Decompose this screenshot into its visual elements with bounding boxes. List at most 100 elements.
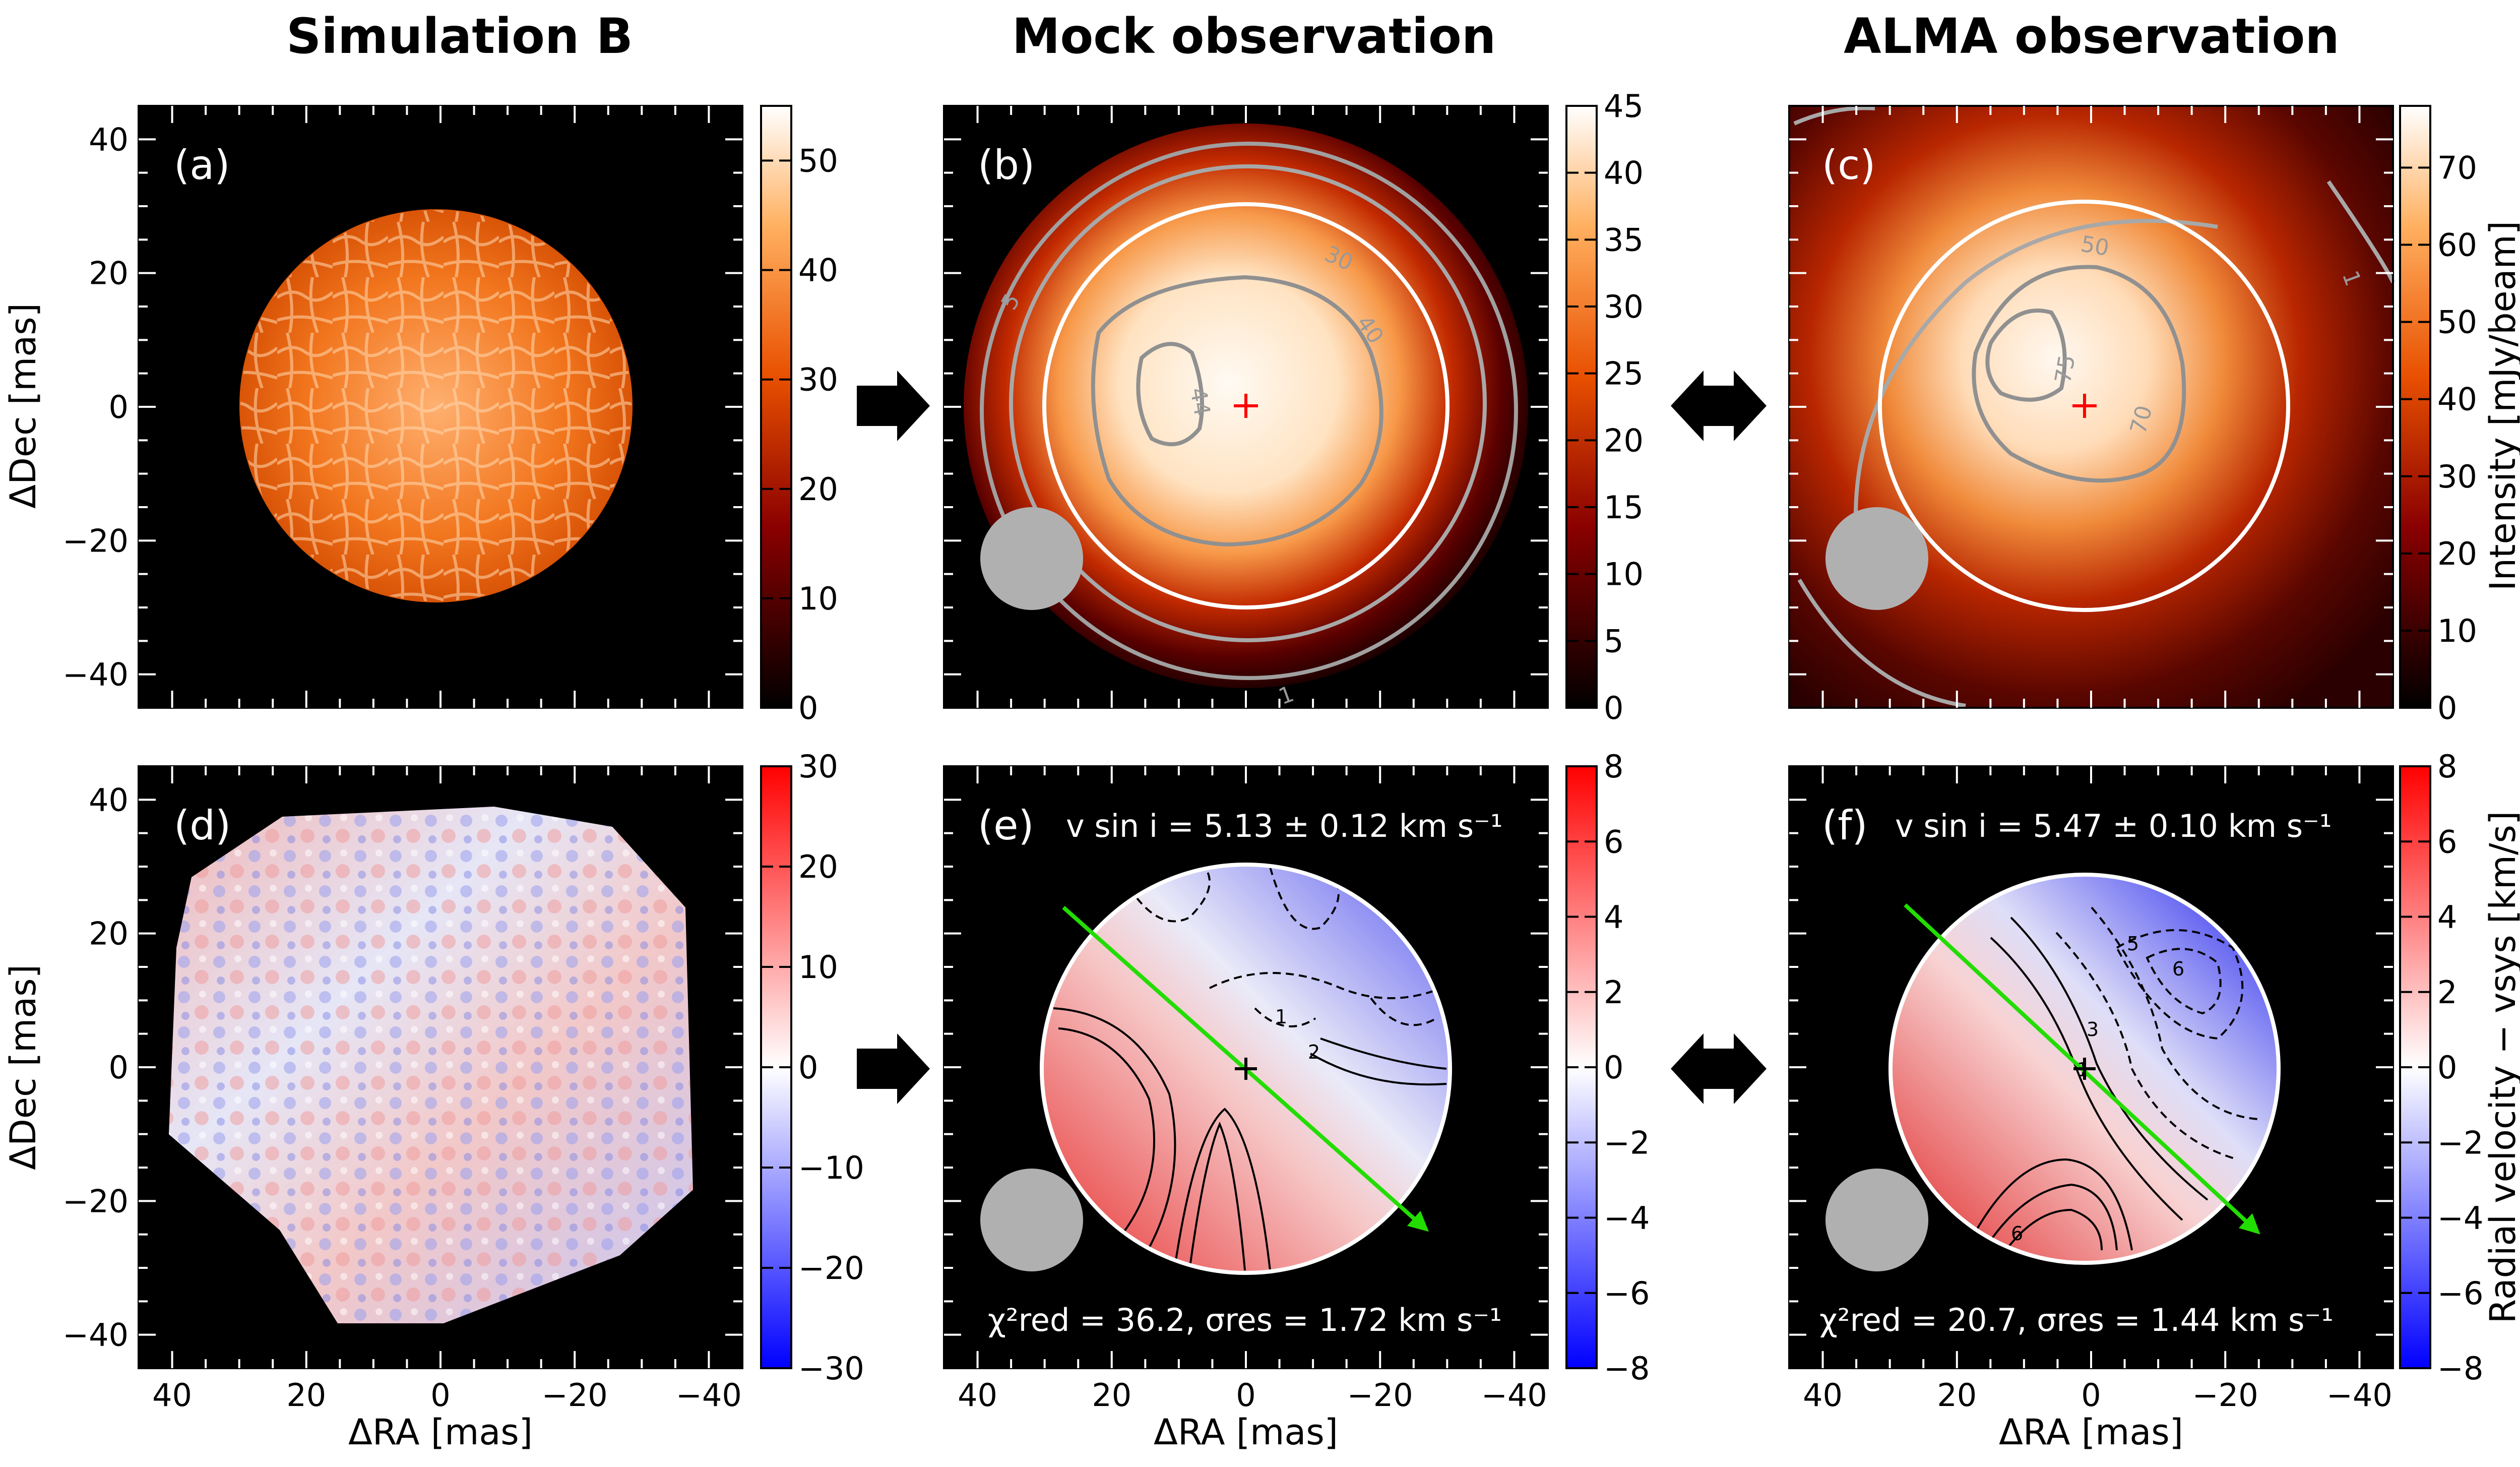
y-tick-label: 20 (89, 915, 129, 952)
x-tick-label: 40 (1803, 1377, 1843, 1414)
colorbar-tick-label: −4 (2437, 1200, 2483, 1237)
contour-1-outer (1793, 106, 2395, 708)
ylabel-bottom: ΔDec [mas] (3, 964, 44, 1170)
contour-label-e-1: 1 (1275, 1006, 1287, 1028)
colorbar-tick-label: 70 (2437, 149, 2477, 186)
y-tick-label: −20 (62, 1183, 129, 1219)
colorbar-tick-label: 50 (2437, 304, 2477, 341)
colorbar-tick-label: 35 (1604, 221, 1644, 258)
double-arrow-icon (1671, 371, 1767, 441)
contour-label-50: 50 (2079, 231, 2111, 261)
stellar-radius-circle-alma (1878, 200, 2290, 612)
contour-label-f-5: 5 (2127, 933, 2139, 955)
x-tick-label: −40 (676, 1377, 742, 1414)
arrow-right-icon (857, 371, 930, 441)
x-tick-label: 0 (430, 1377, 450, 1414)
colorbar-tick-label: 10 (1604, 556, 1644, 593)
center-cross-icon (2073, 1058, 2096, 1080)
contour-44 (1136, 342, 1204, 447)
double-arrow-icon (1671, 1033, 1767, 1104)
y-tick-label: 40 (89, 781, 129, 818)
contour-5 (1009, 164, 1487, 642)
colorbar-c (2399, 105, 2431, 709)
colorbar-tick-label: 30 (798, 748, 838, 785)
rotation-axis-arrow (1062, 906, 1429, 1232)
panel-b: 44 40 30 5 1 (b) (943, 105, 1549, 710)
beam-ellipse (1825, 1169, 1928, 1271)
contour-label-44: 44 (1185, 386, 1215, 418)
colorbar-tick-label: 2 (2437, 974, 2457, 1011)
colorbar-tick-label: −6 (2437, 1275, 2483, 1312)
colorbar-tick-label: −8 (1604, 1350, 1650, 1387)
colorbar-tick-label: 2 (1604, 974, 1623, 1011)
colorbar-tick-label: 0 (2437, 1049, 2457, 1086)
y-tick-label: 0 (109, 389, 129, 425)
colorbar-a (760, 105, 792, 709)
panel-b-label: (b) (978, 142, 1035, 189)
colorbar-tick-label: 20 (1604, 422, 1644, 459)
colorbar-tick-label: −6 (1604, 1275, 1650, 1312)
velocity-disk-edge (1888, 873, 2281, 1265)
velocity-disk-edge (1040, 863, 1452, 1275)
stellar-radius-circle (1042, 202, 1450, 609)
colorbar-tick-label: 60 (2437, 227, 2477, 264)
colorbar-tick-label: 5 (1604, 623, 1623, 659)
rotation-axis-arrow (1904, 903, 2260, 1235)
x-tick-label: −20 (542, 1377, 608, 1414)
colorbar-tick-label: −4 (1604, 1200, 1650, 1237)
colorbar-tick-label: 30 (798, 361, 838, 398)
colorbar-tick-label: −20 (798, 1250, 864, 1287)
colorbar-tick-label: 15 (1604, 489, 1644, 526)
column-title-mock: Mock observation (1012, 8, 1496, 65)
colorbar-tick-label: 6 (2437, 823, 2457, 860)
x-tick-label: −40 (1481, 1377, 1547, 1414)
xlabel-d: ΔRA [mas] (348, 1412, 533, 1453)
colorbar-tick-label: 25 (1604, 355, 1644, 392)
colorbar-tick-label: 6 (1604, 823, 1623, 860)
colorbar-tick-label: 0 (798, 690, 818, 726)
panel-f: 5 6 3 1 6 (f) v sin i = 5.47 ± 0.10 km s… (1788, 765, 2394, 1369)
colorbar-tick-label: −10 (798, 1149, 864, 1186)
colorbar-tick-label: 10 (798, 580, 838, 617)
contour-label-f-3: 3 (2087, 1018, 2099, 1041)
colorbar-tick-label: 0 (1604, 1049, 1623, 1086)
panel-d-label: (d) (174, 802, 231, 849)
velocity-colorbar-label: Radial velocity − vsys [km/s] (2482, 811, 2520, 1324)
y-tick-label: −40 (62, 656, 129, 693)
x-tick-label: −40 (2326, 1377, 2392, 1414)
beam-ellipse (980, 507, 1083, 610)
column-title-simulation: Simulation B (286, 8, 633, 65)
panel-c: 75 70 50 1 (c) (1788, 105, 2395, 709)
contour-75 (1985, 309, 2067, 402)
x-tick-label: 20 (286, 1377, 326, 1414)
y-tick-label: 40 (89, 121, 129, 158)
velocity-contours-negative (2055, 906, 2258, 1160)
colorbar-tick-label: 8 (2437, 748, 2457, 785)
y-tick-label: 0 (109, 1049, 129, 1086)
colorbar-tick-label: −8 (2437, 1350, 2483, 1387)
panel-c-label: (c) (1822, 142, 1875, 189)
intensity-colorbar-label: Intensity [mJy/beam] (2482, 221, 2520, 591)
fit-stats-e: χ²red = 36.2, σres = 1.72 km s⁻¹ (988, 1302, 1502, 1338)
colorbar-tick-label: 10 (798, 949, 838, 986)
colorbar-tick-label: 40 (798, 252, 838, 289)
x-tick-label: −20 (2192, 1377, 2258, 1414)
vsini-annotation-f: v sin i = 5.47 ± 0.10 km s⁻¹ (1895, 808, 2332, 844)
xlabel-e: ΔRA [mas] (1154, 1412, 1338, 1453)
x-tick-label: 20 (1937, 1377, 1977, 1414)
colorbar-tick-label: −30 (798, 1350, 864, 1387)
convection-cells (240, 210, 632, 601)
colorbar-tick-label: 45 (1604, 88, 1644, 125)
center-cross-icon (2072, 394, 2097, 418)
colorbar-tick-label: 20 (798, 471, 838, 508)
colorbar-tick-label: 30 (1604, 288, 1644, 325)
panel-e-label: (e) (978, 802, 1034, 849)
beam-ellipse (1825, 507, 1928, 610)
colorbar-tick-label: 40 (2437, 381, 2477, 418)
panel-a: (a) (138, 105, 743, 709)
y-tick-label: −20 (62, 522, 129, 559)
contour-30 (1091, 275, 1383, 547)
colorbar-b (1565, 105, 1598, 709)
y-tick-label: 20 (89, 255, 129, 292)
colorbar-tick-label: 0 (798, 1049, 818, 1086)
